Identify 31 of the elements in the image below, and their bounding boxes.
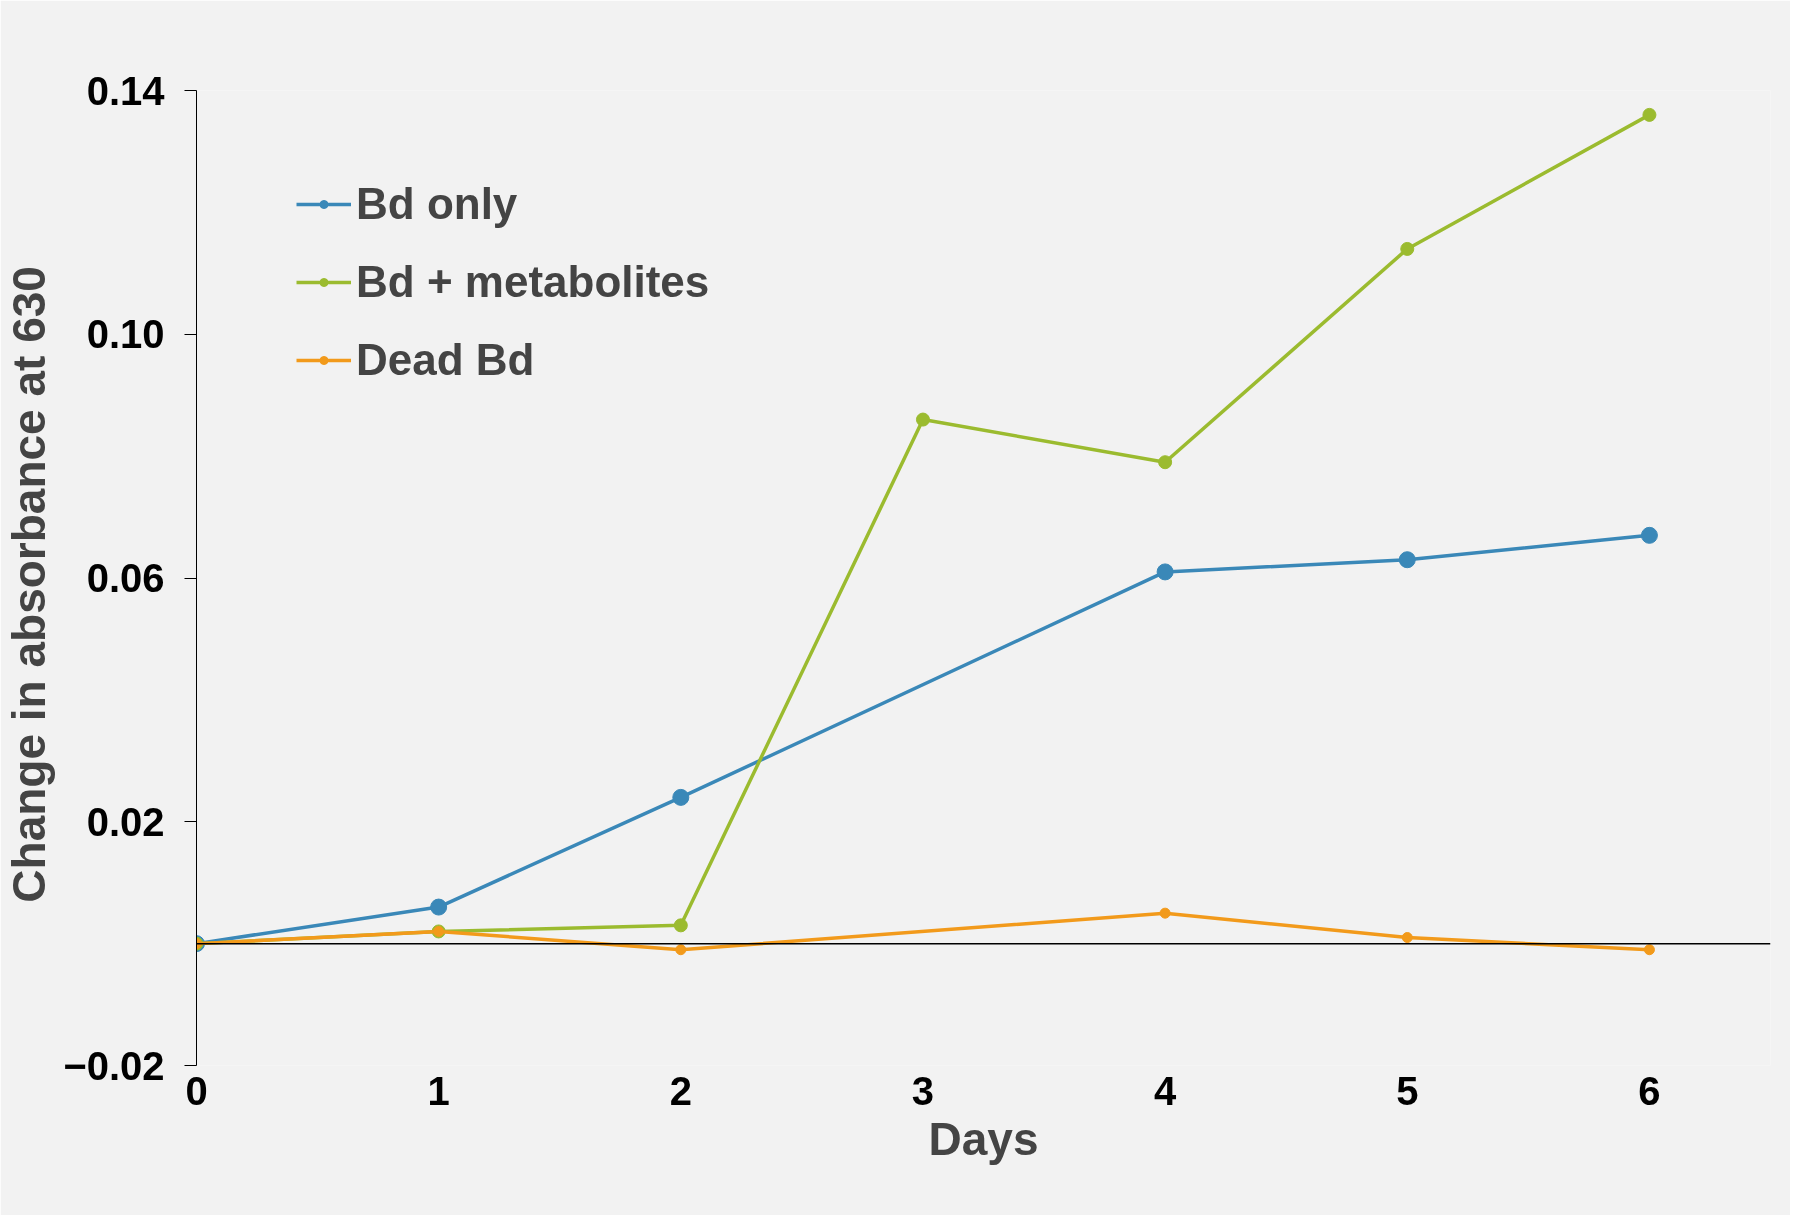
x-axis-title: Days xyxy=(928,1112,1039,1165)
point xyxy=(672,788,690,806)
x-tick-label: 1 xyxy=(427,1068,450,1113)
point xyxy=(1156,563,1174,581)
y-tick-label: 0.10 xyxy=(86,312,165,357)
legend-label: Bd + metabolites xyxy=(356,257,710,307)
y-tick-label: 0.06 xyxy=(86,556,165,600)
point xyxy=(1158,455,1173,470)
point xyxy=(430,898,448,916)
y-tick-label: −0.02 xyxy=(63,1043,165,1088)
x-tick-label: 3 xyxy=(911,1068,935,1113)
legend-label: Bd only xyxy=(356,179,518,229)
point xyxy=(673,918,688,933)
x-tick-label: 2 xyxy=(669,1068,692,1113)
point xyxy=(1401,932,1413,944)
point xyxy=(915,412,930,427)
y-tick-label: 0.14 xyxy=(86,68,166,113)
point xyxy=(1400,241,1415,256)
point xyxy=(1642,107,1657,122)
x-tick-label: 5 xyxy=(1396,1068,1419,1113)
y-axis-title: Change in absorbance at 630 xyxy=(3,266,56,903)
x-tick-label: 4 xyxy=(1153,1068,1177,1113)
x-tick-label: 6 xyxy=(1638,1068,1661,1113)
point xyxy=(1643,944,1655,956)
point xyxy=(1398,551,1416,569)
point xyxy=(1159,907,1171,919)
legend-label: Dead Bd xyxy=(356,335,535,385)
y-tick-label: 0.02 xyxy=(86,799,165,844)
x-tick-label: 0 xyxy=(185,1068,208,1113)
point xyxy=(675,944,687,956)
point xyxy=(1640,526,1658,544)
